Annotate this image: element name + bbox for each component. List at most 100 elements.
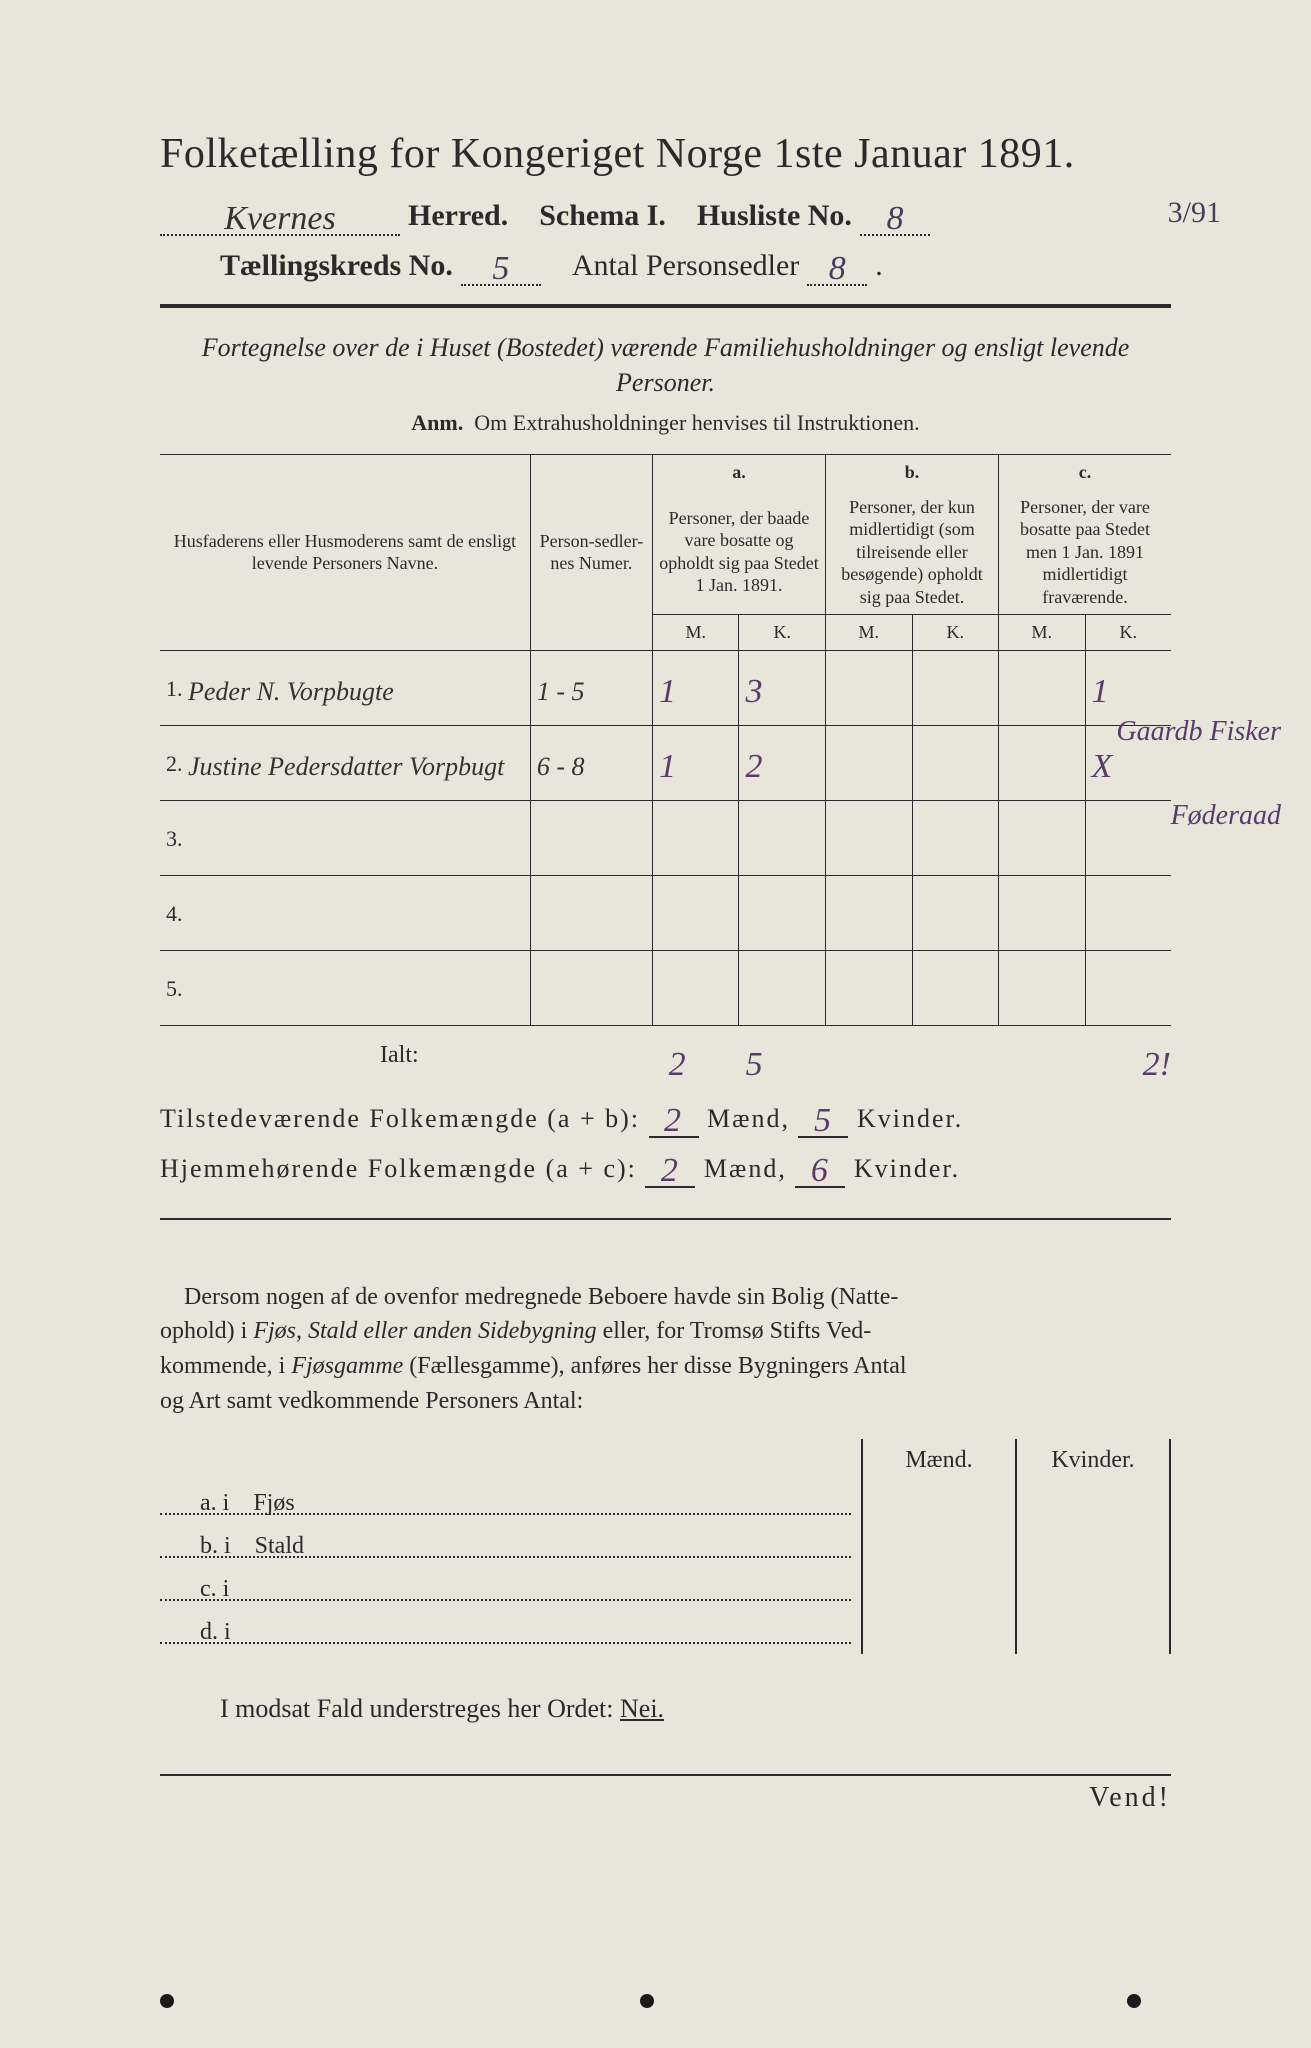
row-index: 2. Justine Pedersdatter Vorpbugt (160, 725, 530, 800)
kvinder-1: Kvinder. (857, 1104, 963, 1133)
row-index: 1. Peder N. Vorpbugte (160, 650, 530, 725)
home-label: Hjemmehørende Folkemængde (a + c): (160, 1154, 637, 1183)
row-num (530, 950, 652, 1025)
fraction-note: 3/91 (1168, 196, 1221, 230)
row-name: Justine Pedersdatter Vorpbugt (188, 752, 504, 781)
punch-hole (1127, 1994, 1141, 2008)
cell-ak (739, 875, 826, 950)
cell-am: 1 (652, 650, 739, 725)
col-b-tag: b. (825, 455, 998, 490)
anm-text: Om Extrahusholdninger henvises til Instr… (474, 410, 919, 435)
bldg-label: b. i Stald (160, 1525, 862, 1568)
cell-ak: 2 (739, 725, 826, 800)
herred-label: Herred. (408, 199, 508, 233)
kreds-value: 5 (492, 250, 509, 287)
summary-block: Tilstedeværende Folkemængde (a + b): 2 M… (160, 1098, 1171, 1188)
subtitle: Fortegnelse over de i Huset (Bostedet) v… (160, 330, 1171, 400)
col-a-k: K. (739, 615, 826, 651)
col-c-text: Personer, der vare bosatte paa Stedet me… (999, 490, 1171, 615)
cell-bk (912, 725, 999, 800)
present-label: Tilstedeværende Folkemængde (a + b): (160, 1104, 640, 1133)
ialt-ck: 2! (1143, 1046, 1171, 1084)
cell-ck (1085, 800, 1171, 875)
husliste-value: 8 (886, 200, 903, 237)
row-num (530, 875, 652, 950)
census-form-page: Folketælling for Kongeriget Norge 1ste J… (0, 0, 1311, 2048)
table-row: 2. Justine Pedersdatter Vorpbugt6 - 812X (160, 725, 1171, 800)
bldg-m (862, 1482, 1016, 1525)
rule-1 (160, 304, 1171, 308)
schema-label: Schema I. (539, 199, 666, 233)
cell-ak: 3 (739, 650, 826, 725)
punch-hole (640, 1994, 654, 2008)
margin-note-2: Føderaad (1171, 800, 1281, 832)
vend: Vend! (160, 1782, 1171, 1814)
b-tag: b. (905, 462, 920, 482)
bldg-label: c. i (160, 1568, 862, 1611)
modsat-line: I modsat Fald understreges her Ordet: Ne… (160, 1694, 1171, 1724)
row-index: 3. (160, 800, 530, 875)
census-table: Husfaderens eller Husmoderens samt de en… (160, 454, 1171, 1026)
cell-am: 1 (652, 725, 739, 800)
col-a-m: M. (652, 615, 739, 651)
paragraph: Dersom nogen af de ovenfor medregnede Be… (160, 1280, 1171, 1419)
bldg-m (862, 1568, 1016, 1611)
rule-2 (160, 1218, 1171, 1220)
header-line-kreds: Tællingskreds No. 5 Antal Personsedler 8… (160, 246, 1171, 286)
cell-am (652, 950, 739, 1025)
cell-am (652, 800, 739, 875)
cell-bk (912, 875, 999, 950)
bldg-label: a. i Fjøs (160, 1482, 862, 1525)
bldg-k (1016, 1525, 1170, 1568)
row-num: 1 - 5 (530, 650, 652, 725)
bldg-row: d. i (160, 1611, 1170, 1654)
row-num (530, 800, 652, 875)
header-line-herred: Kvernes Herred. Schema I. Husliste No. 8 (160, 196, 1171, 236)
bldg-row: c. i (160, 1568, 1170, 1611)
ialt-am: 2 (669, 1046, 686, 1084)
present-m: 2 (664, 1102, 683, 1139)
cell-bm (825, 950, 912, 1025)
bldg-k (1016, 1611, 1170, 1654)
table-row: 3. (160, 800, 1171, 875)
building-table: Mænd. Kvinder. a. i Fjøsb. i Staldc. i d… (160, 1439, 1171, 1654)
col-a-tag: a. (652, 455, 825, 490)
row-name: Peder N. Vorpbugte (188, 677, 394, 706)
col-c-tag: c. (999, 455, 1171, 490)
anm-label: Anm. (411, 410, 463, 435)
a-tag: a. (732, 462, 746, 482)
kreds-label: Tællingskreds No. (220, 249, 453, 283)
antal-label: Antal Personsedler (572, 249, 799, 283)
cell-ck (1085, 950, 1171, 1025)
row-num: 6 - 8 (530, 725, 652, 800)
c-tag: c. (1079, 462, 1092, 482)
cell-bk (912, 950, 999, 1025)
cell-cm (999, 950, 1086, 1025)
punch-hole (160, 1994, 174, 2008)
cell-bm (825, 800, 912, 875)
husliste-label: Husliste No. (697, 199, 852, 233)
maend-1: Mænd, (707, 1104, 790, 1133)
cell-ck: 1 (1085, 650, 1171, 725)
kvinder-2: Kvinder. (854, 1154, 960, 1183)
col-b-m: M. (825, 615, 912, 651)
bldg-m (862, 1611, 1016, 1654)
ialt-label: Ialt: (160, 1042, 639, 1080)
home-k: 6 (811, 1152, 830, 1189)
table-row: 1. Peder N. Vorpbugte1 - 5131 (160, 650, 1171, 725)
table-row: 4. (160, 875, 1171, 950)
anm-line: Anm. Om Extrahusholdninger henvises til … (160, 410, 1171, 436)
row-index: 5. (160, 950, 530, 1025)
col-name: Husfaderens eller Husmoderens samt de en… (160, 455, 530, 651)
bldg-k (1016, 1568, 1170, 1611)
cell-am (652, 875, 739, 950)
row-index: 4. (160, 875, 530, 950)
herred-value: Kvernes (224, 200, 335, 237)
bldg-head-m: Mænd. (862, 1439, 1016, 1482)
bldg-k (1016, 1482, 1170, 1525)
rule-bottom (160, 1774, 1171, 1776)
maend-2: Mænd, (704, 1154, 787, 1183)
bldg-row: b. i Stald (160, 1525, 1170, 1568)
cell-bk (912, 800, 999, 875)
col-c-k: K. (1085, 615, 1171, 651)
